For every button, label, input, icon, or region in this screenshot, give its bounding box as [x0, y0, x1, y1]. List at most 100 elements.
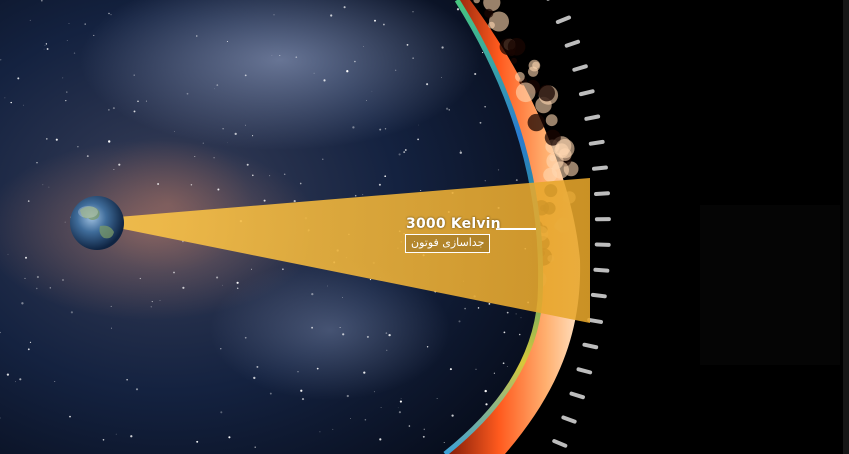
observation-cone [118, 178, 590, 323]
right-panel-shade [700, 205, 840, 365]
star [157, 183, 160, 185]
star [174, 131, 175, 132]
star [322, 158, 324, 160]
plasma-blob [489, 11, 509, 32]
star [354, 60, 356, 63]
star [475, 368, 477, 370]
star [110, 327, 113, 329]
star [313, 72, 315, 74]
plasma-blob [538, 84, 555, 102]
star [246, 163, 249, 166]
star [403, 151, 406, 154]
star [459, 150, 461, 152]
star [93, 34, 95, 36]
star [426, 83, 429, 86]
star [133, 74, 135, 76]
star [418, 124, 419, 126]
star [311, 326, 313, 329]
star [515, 179, 518, 182]
star [108, 109, 110, 111]
shell-spikes [546, 0, 611, 448]
star [43, 48, 45, 50]
star [137, 100, 139, 103]
star [397, 407, 399, 409]
star [398, 153, 401, 156]
shell-spike [572, 64, 588, 72]
star [459, 151, 462, 154]
star [86, 155, 89, 158]
earth-continents [80, 206, 114, 239]
star [279, 55, 281, 56]
star [406, 44, 409, 46]
star [196, 35, 198, 37]
star [42, 184, 44, 186]
plasma-blob [484, 8, 494, 18]
shell-spike [594, 217, 611, 222]
shell-spike [591, 165, 608, 171]
star [362, 45, 364, 47]
star [213, 157, 215, 159]
star [423, 428, 426, 431]
star [15, 381, 16, 383]
star [522, 17, 524, 18]
star [365, 99, 368, 102]
star [217, 188, 220, 191]
star [364, 418, 367, 421]
star [77, 145, 79, 148]
star [48, 186, 50, 188]
star [363, 371, 366, 374]
star [273, 14, 275, 16]
star [271, 55, 273, 56]
earth-highlight [78, 206, 98, 218]
shell-spike [546, 0, 561, 1]
star [244, 336, 247, 339]
star [66, 91, 68, 93]
star [464, 307, 466, 310]
star [382, 23, 385, 26]
star [73, 52, 76, 54]
star [366, 335, 369, 338]
star [388, 333, 391, 337]
plasma-blob [515, 71, 525, 82]
star [451, 414, 454, 417]
star [362, 194, 364, 196]
star [316, 367, 319, 370]
star [222, 128, 224, 130]
star [422, 435, 425, 438]
star [108, 12, 110, 15]
shell-spike [593, 267, 610, 273]
star [62, 77, 64, 79]
label-leader-line [496, 228, 536, 230]
plasma-blob [544, 129, 561, 146]
shell-spike [590, 292, 607, 299]
star [133, 110, 136, 113]
star [482, 52, 484, 54]
star [10, 101, 12, 104]
star [24, 277, 26, 279]
nebula-cloud [210, 260, 450, 400]
plasma-blob [510, 57, 517, 64]
star [484, 106, 486, 108]
star [7, 253, 9, 255]
star [283, 173, 286, 175]
star [112, 107, 115, 110]
star [40, 0, 43, 2]
star [524, 32, 525, 34]
star [234, 132, 237, 136]
star [399, 400, 402, 403]
star [436, 398, 438, 399]
star [293, 200, 296, 203]
star [380, 407, 382, 409]
star [84, 23, 86, 25]
star [150, 306, 153, 308]
star [182, 286, 185, 289]
star [252, 174, 254, 177]
star [384, 175, 387, 178]
plasma-blob [483, 0, 501, 12]
star [379, 438, 382, 441]
star [474, 72, 477, 76]
star [352, 126, 355, 129]
star [226, 40, 228, 43]
star [108, 140, 111, 143]
star [493, 372, 495, 374]
